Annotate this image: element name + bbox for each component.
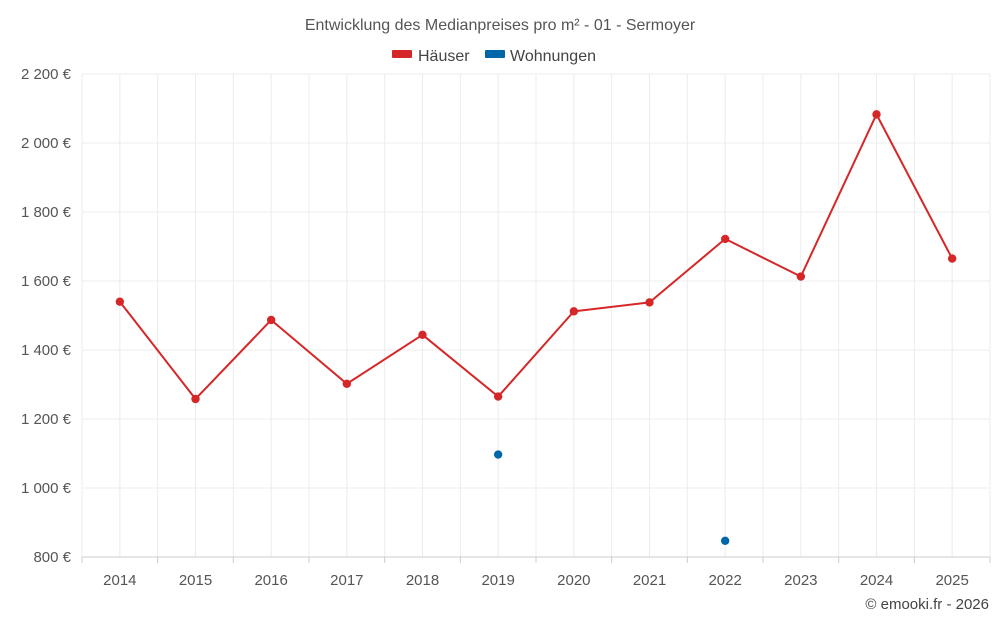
series-line-haeuser bbox=[119, 113, 954, 400]
data-point-haeuser[interactable] bbox=[493, 392, 503, 401]
data-point-haeuser[interactable] bbox=[645, 298, 654, 307]
data-point-wohnungen[interactable] bbox=[720, 536, 730, 545]
y-axis-ticks: 800 € 1 000 € 1 200 € 1 400 € 1 600 € 1 800 €… bbox=[21, 66, 72, 566]
x-tick-label: 2023 bbox=[784, 572, 817, 589]
chart-title: Entwicklung des Medianpreises pro m² - 0… bbox=[305, 17, 696, 34]
x-tick-label: 2024 bbox=[860, 572, 893, 589]
x-tick-label: 2016 bbox=[254, 572, 287, 589]
data-point-haeuser[interactable] bbox=[796, 272, 806, 281]
series-haeuser bbox=[115, 110, 957, 404]
data-point-wohnungen[interactable] bbox=[493, 450, 503, 459]
y-tick-label: 2 200 € bbox=[21, 66, 72, 83]
x-tick-label: 2020 bbox=[557, 572, 590, 589]
x-tick-label: 2015 bbox=[179, 572, 212, 589]
y-tick-label: 1 800 € bbox=[21, 204, 72, 221]
x-tick-label: 2017 bbox=[330, 572, 363, 589]
legend: Häuser Wohnungen bbox=[392, 48, 596, 65]
y-tick-label: 1 600 € bbox=[21, 273, 72, 290]
x-tick-label: 2018 bbox=[406, 572, 439, 589]
grid bbox=[81, 73, 991, 557]
data-point-haeuser[interactable] bbox=[569, 307, 579, 316]
x-tick-label: 2014 bbox=[103, 572, 136, 589]
y-tick-label: 1 200 € bbox=[21, 411, 72, 428]
legend-label-wohnungen: Wohnungen bbox=[510, 48, 596, 65]
series-wohnungen bbox=[493, 450, 730, 545]
legend-swatch-wohnungen bbox=[485, 50, 505, 58]
data-point-haeuser[interactable] bbox=[115, 297, 125, 306]
legend-swatch-haeuser bbox=[392, 50, 412, 58]
credit-text: © emooki.fr - 2026 bbox=[865, 596, 989, 613]
x-tick-label: 2019 bbox=[481, 572, 514, 589]
y-tick-label: 800 € bbox=[33, 549, 71, 566]
data-point-haeuser[interactable] bbox=[191, 394, 200, 404]
x-axis-ticks: 2014 2015 2016 2017 2018 2019 2020 2021 2022 2023… bbox=[81, 557, 991, 589]
y-tick-label: 1 400 € bbox=[21, 342, 72, 359]
data-point-haeuser[interactable] bbox=[872, 110, 881, 119]
legend-item-wohnungen[interactable]: Wohnungen bbox=[485, 48, 596, 65]
data-point-haeuser[interactable] bbox=[418, 330, 427, 340]
legend-label-haeuser: Häuser bbox=[418, 48, 470, 65]
data-point-haeuser[interactable] bbox=[947, 254, 957, 263]
y-tick-label: 1 000 € bbox=[21, 480, 72, 497]
x-tick-label: 2025 bbox=[935, 572, 968, 589]
series bbox=[115, 110, 957, 545]
y-tick-label: 2 000 € bbox=[21, 135, 72, 152]
data-point-haeuser[interactable] bbox=[720, 234, 730, 244]
legend-item-haeuser[interactable]: Häuser bbox=[392, 48, 470, 65]
data-point-haeuser[interactable] bbox=[266, 315, 276, 325]
x-tick-label: 2022 bbox=[708, 572, 741, 589]
x-tick-label: 2021 bbox=[633, 572, 666, 589]
data-point-haeuser[interactable] bbox=[342, 379, 352, 389]
